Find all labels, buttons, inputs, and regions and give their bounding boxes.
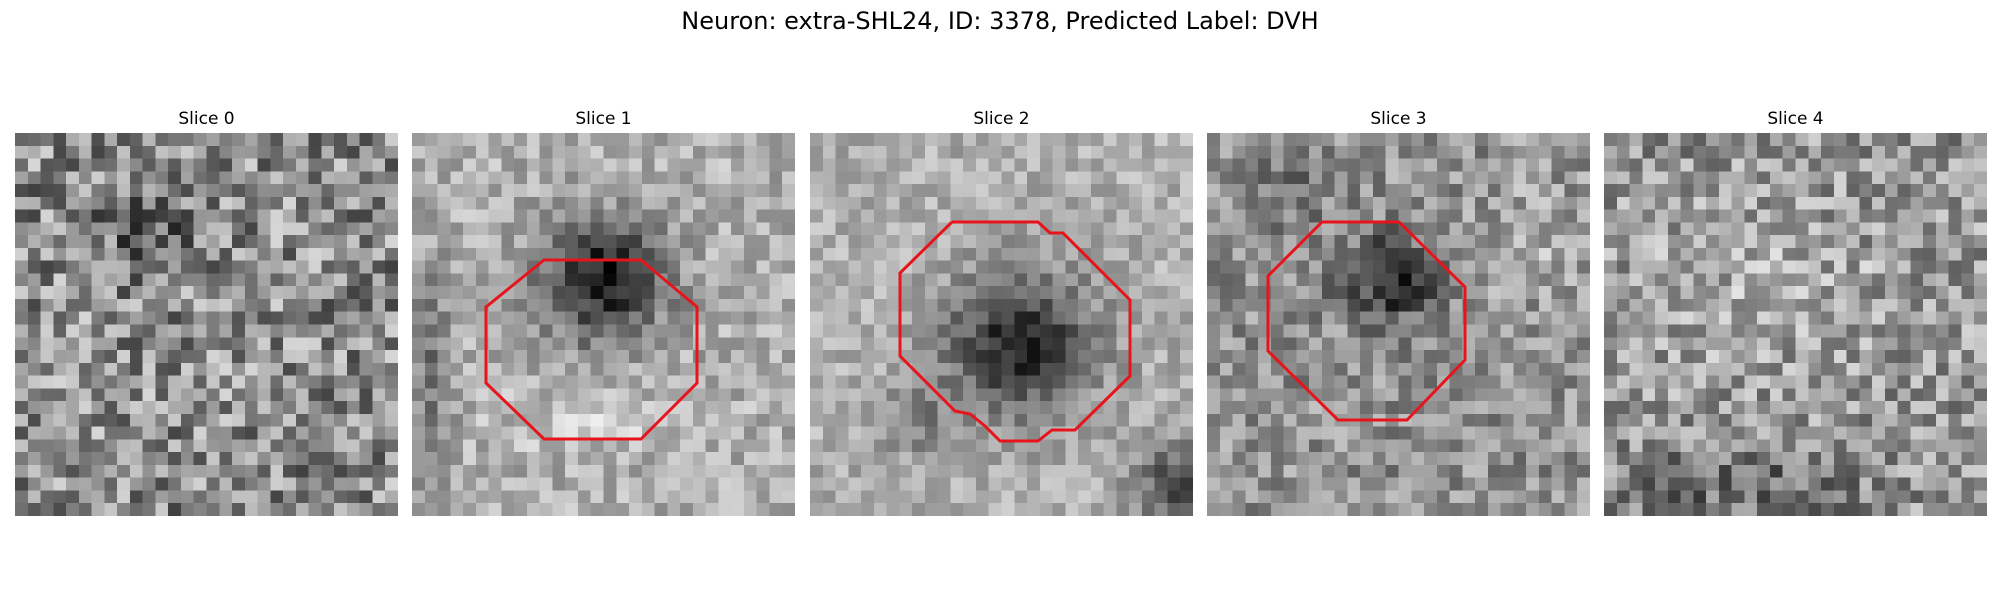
cell-contour-3	[1266, 220, 1467, 422]
slice-title-3: Slice 3	[1370, 109, 1427, 129]
slice-title-2: Slice 2	[973, 109, 1030, 129]
slice-panel-1: Slice 1	[412, 108, 795, 516]
slice-image-0	[15, 133, 398, 516]
slice-image-4	[1604, 133, 1987, 516]
contour-overlay-1	[484, 258, 699, 441]
slice-panel-3: Slice 3	[1207, 108, 1590, 516]
slice-image-1	[412, 133, 795, 516]
slice-title-0: Slice 0	[178, 109, 235, 129]
slice-panel-0: Slice 0	[15, 108, 398, 516]
cell-contour-2	[898, 220, 1132, 443]
slice-title-4: Slice 4	[1767, 109, 1824, 129]
slice-title-1: Slice 1	[575, 109, 632, 129]
slice-panel-4: Slice 4	[1604, 108, 1987, 516]
figure-title: Neuron: extra-SHL24, ID: 3378, Predicted…	[681, 7, 1319, 35]
cell-contour-1	[484, 258, 699, 441]
slice-panel-2: Slice 2	[810, 108, 1193, 516]
slice-image-3	[1207, 133, 1590, 516]
contour-overlay-2	[898, 220, 1132, 443]
contour-overlay-3	[1266, 220, 1467, 422]
